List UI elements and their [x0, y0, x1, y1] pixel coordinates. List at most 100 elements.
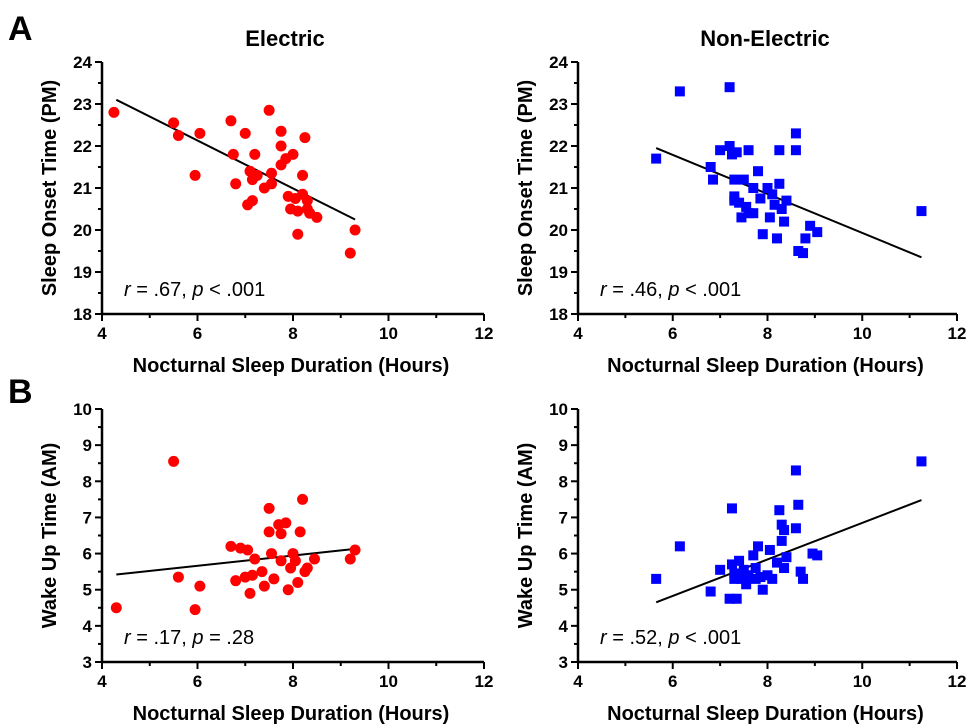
- data-point: [239, 127, 251, 139]
- data-point: [705, 586, 716, 597]
- data-point: [246, 569, 258, 581]
- data-point: [230, 575, 242, 587]
- x-tick-label: 12: [948, 672, 967, 691]
- data-point: [289, 555, 301, 567]
- data-point: [774, 505, 785, 516]
- y-tick-label: 4: [83, 617, 93, 636]
- data-point: [256, 566, 268, 578]
- data-point: [168, 455, 180, 467]
- data-point: [168, 117, 180, 129]
- data-point: [741, 579, 752, 590]
- y-tick-label: 23: [549, 95, 568, 114]
- y-tick-label: 8: [83, 472, 92, 491]
- y-tick-label: 3: [83, 653, 92, 672]
- data-point: [251, 169, 263, 181]
- data-point: [651, 573, 662, 584]
- r-symbol: r: [124, 279, 132, 301]
- y-tick-label: 7: [559, 508, 568, 527]
- r-value: = .67,: [131, 279, 193, 301]
- data-point: [708, 174, 719, 185]
- x-tick-label: 8: [763, 672, 772, 691]
- data-point: [292, 576, 304, 588]
- data-point: [805, 220, 816, 231]
- data-point: [258, 580, 270, 592]
- data-point: [266, 178, 278, 190]
- data-point: [301, 195, 313, 207]
- data-point: [767, 189, 778, 200]
- y-tick-label: 18: [73, 305, 92, 324]
- p-symbol: p: [191, 279, 203, 301]
- data-point: [757, 584, 768, 595]
- r-value: = .52,: [607, 627, 669, 649]
- y-tick-label: 22: [73, 137, 92, 156]
- column-title-electric: Electric: [245, 26, 325, 51]
- y-tick-label: 24: [549, 53, 568, 72]
- data-point: [731, 147, 742, 158]
- y-tick-label: 21: [549, 179, 568, 198]
- correlation-annotation: r = .46, p < .001: [600, 279, 741, 301]
- x-tick-label: 12: [475, 672, 494, 691]
- data-point: [764, 212, 775, 223]
- data-point: [266, 548, 278, 560]
- x-tick-label: 10: [853, 324, 872, 343]
- correlation-annotation: r = .52, p < .001: [600, 627, 741, 649]
- data-point: [268, 573, 280, 585]
- y-tick-label: 4: [559, 617, 569, 636]
- y-tick-label: 6: [83, 545, 92, 564]
- data-point: [800, 233, 811, 244]
- data-point: [194, 127, 206, 139]
- data-point: [738, 564, 749, 575]
- data-point: [194, 580, 206, 592]
- data-point: [734, 197, 745, 208]
- data-point: [263, 502, 275, 514]
- data-point: [779, 216, 790, 227]
- data-point: [755, 193, 766, 204]
- data-point: [795, 566, 806, 577]
- data-point: [349, 224, 361, 236]
- data-point: [249, 148, 261, 160]
- data-point: [750, 563, 761, 574]
- data-point: [724, 82, 735, 93]
- data-point: [779, 525, 790, 536]
- data-point: [724, 593, 735, 604]
- y-tick-label: 5: [559, 581, 568, 600]
- data-point: [774, 145, 785, 156]
- data-point: [781, 552, 792, 563]
- data-point: [753, 166, 764, 177]
- data-point: [297, 493, 309, 505]
- data-point: [263, 104, 275, 116]
- data-point: [748, 550, 759, 561]
- p-symbol: p: [667, 627, 679, 649]
- data-point: [757, 229, 768, 240]
- data-point: [771, 557, 782, 568]
- data-point: [762, 183, 773, 193]
- data-point: [734, 555, 745, 566]
- data-point: [266, 167, 278, 179]
- data-point: [771, 233, 782, 244]
- data-point: [242, 544, 254, 556]
- y-tick-label: 9: [559, 436, 568, 455]
- data-point: [292, 228, 304, 240]
- data-point: [724, 141, 735, 151]
- x-axis-label: Nocturnal Sleep Duration (Hours): [607, 355, 924, 377]
- x-tick-label: 10: [853, 672, 872, 691]
- y-axis-label: Sleep Onset Time (PM): [515, 80, 537, 296]
- data-point: [729, 174, 740, 185]
- data-point: [225, 540, 237, 552]
- y-axis-label: Wake Up Time (AM): [515, 443, 537, 629]
- data-point: [344, 247, 356, 259]
- r-symbol: r: [124, 627, 132, 649]
- data-point: [790, 465, 801, 476]
- data-point: [798, 248, 809, 259]
- data-point: [275, 528, 287, 540]
- y-tick-label: 19: [549, 263, 568, 282]
- data-point: [705, 162, 716, 172]
- data-point: [916, 206, 927, 217]
- data-point: [736, 573, 747, 584]
- p-value: < .001: [680, 627, 742, 649]
- x-tick-label: 12: [475, 324, 494, 343]
- data-point: [776, 204, 787, 214]
- y-tick-label: 23: [73, 95, 92, 114]
